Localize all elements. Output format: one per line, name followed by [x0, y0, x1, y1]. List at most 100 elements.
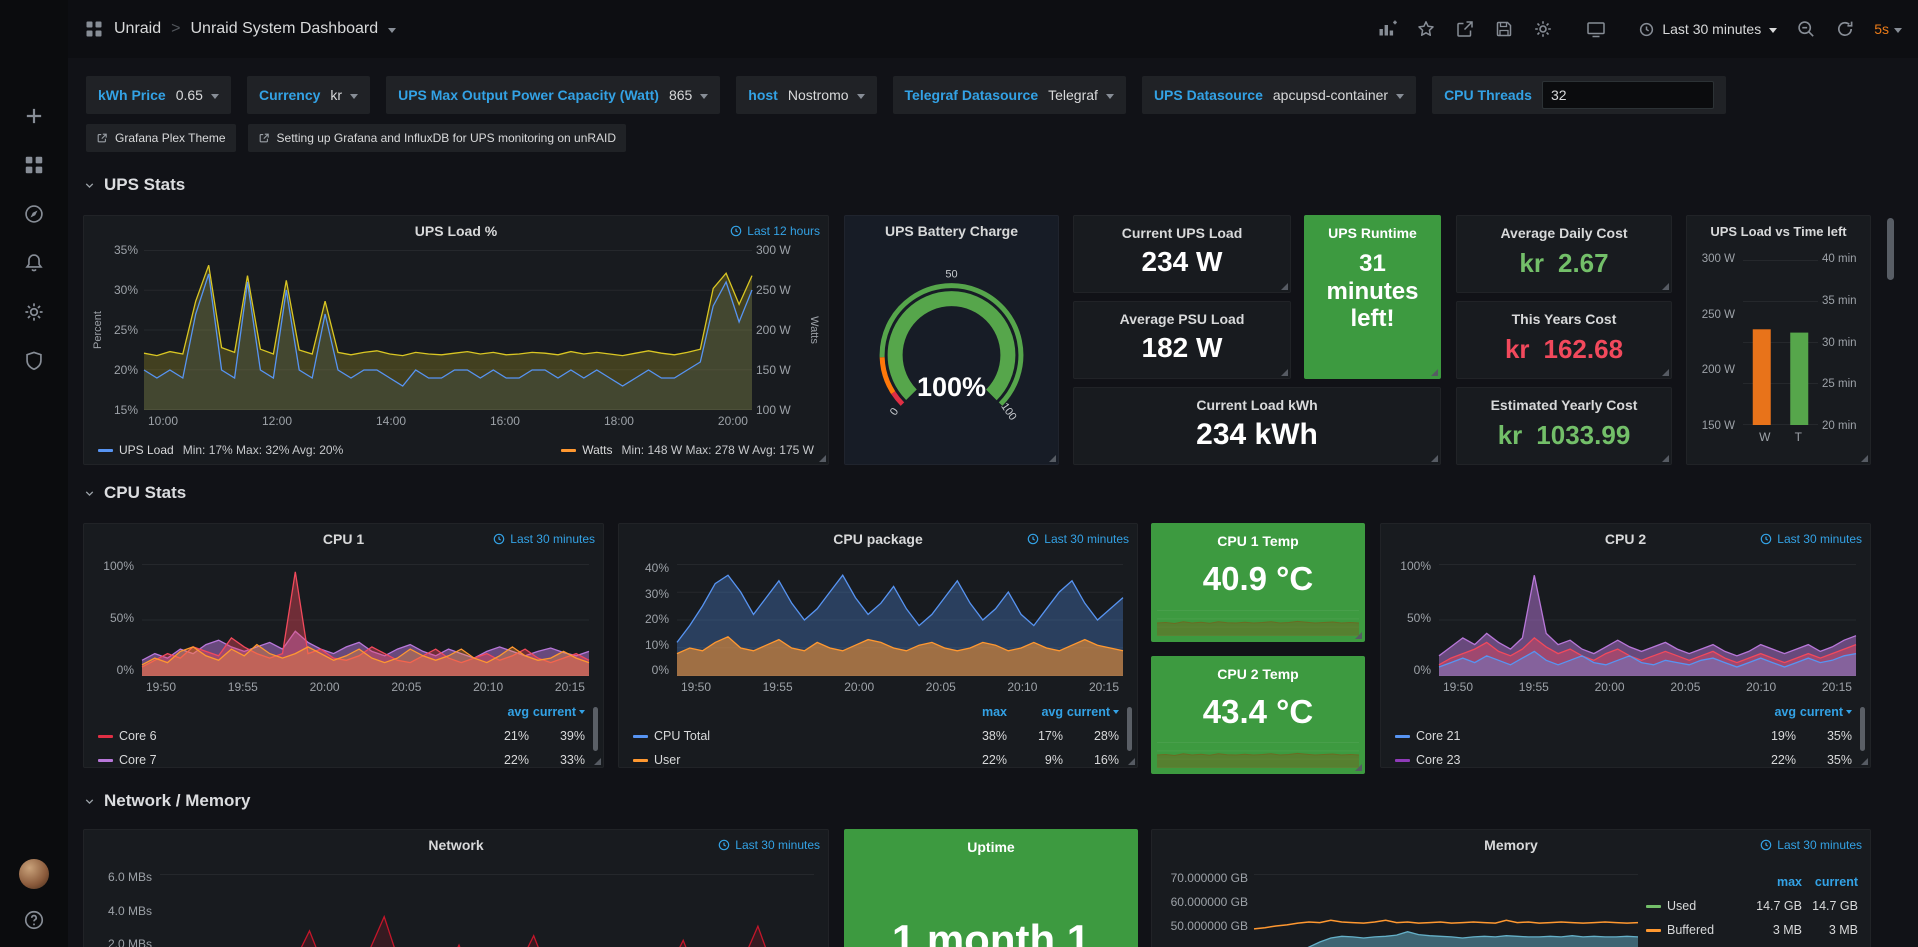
stat-value: 234 kWh	[1074, 418, 1440, 452]
x-axis-labels: 19:5019:5520:0020:0520:1020:15	[677, 680, 1123, 694]
help-icon[interactable]	[23, 909, 45, 931]
legend-table: avgcurrent Core 621%39% Core 722%33%	[98, 700, 585, 772]
breadcrumb-page-title[interactable]: Unraid System Dashboard	[190, 20, 378, 38]
currency-unit: kr	[1505, 334, 1530, 365]
share-icon[interactable]	[1455, 19, 1475, 39]
series-color-marker	[98, 735, 113, 738]
sidebar-bottom	[19, 859, 49, 931]
cpu-threads-input[interactable]	[1542, 81, 1714, 109]
time-range-tag[interactable]: Last 12 hours	[730, 216, 820, 246]
ups-bars-chart[interactable]	[1743, 260, 1818, 425]
create-plus-icon[interactable]	[23, 105, 45, 127]
cpu1-chart[interactable]	[142, 564, 589, 676]
link-ups-monitoring-guide[interactable]: Setting up Grafana and InfluxDB for UPS …	[248, 124, 627, 152]
series-color-marker	[633, 735, 648, 738]
variable-value-dropdown[interactable]: Telegraf	[1048, 87, 1114, 103]
legend-item[interactable]: WattsMin: 148 W Max: 278 W Avg: 175 W	[561, 443, 814, 457]
legend-col-avg[interactable]: avg	[473, 705, 529, 719]
series-color-marker	[1395, 735, 1410, 738]
legend-col-max[interactable]: max	[951, 705, 1007, 719]
time-range-tag[interactable]: Last 30 minutes	[1760, 524, 1862, 554]
legend-col-current[interactable]: current	[1802, 875, 1858, 889]
legend-header: avgcurrent	[98, 700, 585, 724]
y-axis-labels-left: 6.0 MBs4.0 MBs2.0 MBs	[94, 870, 152, 947]
panel-header[interactable]: UPS Battery Charge	[845, 216, 1058, 246]
legend-header: avgcurrent	[1395, 700, 1852, 724]
top-navbar: Unraid > Unraid System Dashboard Last 30…	[68, 0, 1918, 58]
dashboard-grid-icon[interactable]	[84, 19, 104, 39]
section-ups-stats[interactable]: UPS Stats	[83, 175, 185, 195]
panel-header[interactable]: UPS Load % Last 12 hours	[84, 216, 828, 246]
gauge-value: 100%	[845, 372, 1058, 403]
legend-item[interactable]: UPS LoadMin: 17% Max: 32% Avg: 20%	[98, 443, 343, 457]
star-icon[interactable]	[1416, 19, 1436, 39]
section-cpu-stats[interactable]: CPU Stats	[83, 483, 186, 503]
panel-header[interactable]: Network Last 30 minutes	[84, 830, 828, 860]
configuration-gear-icon[interactable]	[23, 301, 45, 323]
explore-compass-icon[interactable]	[23, 203, 45, 225]
legend-row: Core 2119%35%	[1395, 724, 1852, 748]
save-icon[interactable]	[1494, 19, 1514, 39]
legend-col-current[interactable]: current	[1796, 705, 1852, 719]
panel-header[interactable]: UPS Load vs Time left	[1687, 216, 1870, 246]
time-range-tag[interactable]: Last 30 minutes	[1027, 524, 1129, 554]
battery-gauge[interactable]: 050100	[853, 246, 1050, 434]
user-avatar[interactable]	[19, 859, 49, 889]
stat-value: 43.4 °C	[1152, 693, 1364, 731]
amount: 2.67	[1558, 248, 1609, 279]
legend-col-avg[interactable]: avg	[1740, 705, 1796, 719]
refresh-icon[interactable]	[1835, 19, 1855, 39]
add-panel-icon[interactable]	[1377, 19, 1397, 39]
tv-cycle-view-icon[interactable]	[1586, 19, 1606, 39]
panel-title: CPU 1	[323, 531, 364, 547]
legend-scrollbar[interactable]	[593, 707, 598, 751]
grafana-logo[interactable]	[17, 10, 51, 49]
breadcrumb: Unraid > Unraid System Dashboard	[84, 19, 396, 39]
panel-header[interactable]: CPU 1 Last 30 minutes	[84, 524, 603, 554]
panel-network: Network Last 30 minutes 6.0 MBs4.0 MBs2.…	[83, 829, 829, 947]
time-range-tag[interactable]: Last 30 minutes	[1760, 830, 1862, 860]
legend-col-avg[interactable]: avg	[1007, 705, 1063, 719]
dashboard-links-row: Grafana Plex Theme Setting up Grafana an…	[86, 124, 626, 152]
legend-scrollbar[interactable]	[1127, 707, 1132, 751]
panel-header[interactable]: Memory Last 30 minutes	[1152, 830, 1870, 860]
stat-value: 1 month 1	[845, 916, 1137, 947]
refresh-interval-label: 5s	[1874, 21, 1889, 37]
legend-col-current[interactable]: current	[529, 705, 585, 719]
y-axis-labels-left: 300 W250 W200 W150 W	[1691, 253, 1735, 432]
variable-value-dropdown[interactable]: Nostromo	[788, 87, 865, 103]
variable-value-dropdown[interactable]: kr	[330, 87, 358, 103]
variable-value-dropdown[interactable]: 0.65	[176, 87, 219, 103]
time-range-tag[interactable]: Last 30 minutes	[493, 524, 595, 554]
ups-load-chart[interactable]	[144, 250, 752, 410]
network-chart[interactable]	[160, 874, 814, 947]
time-range-picker[interactable]: Last 30 minutes	[1639, 21, 1777, 37]
time-range-tag[interactable]: Last 30 minutes	[718, 830, 820, 860]
link-grafana-plex-theme[interactable]: Grafana Plex Theme	[86, 124, 236, 152]
series-color-marker	[561, 449, 576, 452]
variable-currency: Currency kr	[247, 76, 370, 114]
memory-chart[interactable]	[1254, 874, 1638, 947]
alerting-bell-icon[interactable]	[23, 252, 45, 274]
dashboards-icon[interactable]	[23, 154, 45, 176]
chevron-down-icon[interactable]	[388, 28, 396, 37]
zoom-out-icon[interactable]	[1796, 19, 1816, 39]
settings-gear-icon[interactable]	[1533, 19, 1553, 39]
legend-col-current[interactable]: current	[1063, 705, 1119, 719]
panel-header[interactable]: CPU 2 Last 30 minutes	[1381, 524, 1870, 554]
cpu-package-chart[interactable]	[677, 564, 1123, 676]
section-network-memory[interactable]: Network / Memory	[83, 791, 250, 811]
cpu2-chart[interactable]	[1439, 564, 1856, 676]
variable-value-dropdown[interactable]: apcupsd-container	[1273, 87, 1404, 103]
refresh-interval-dropdown[interactable]: 5s	[1874, 21, 1902, 37]
legend-col-max[interactable]: max	[1746, 875, 1802, 889]
server-admin-shield-icon[interactable]	[23, 350, 45, 372]
legend-row: Buffered3 MB3 MB	[1646, 918, 1858, 942]
breadcrumb-section[interactable]: Unraid	[114, 20, 161, 38]
page-scrollbar-thumb[interactable]	[1887, 218, 1894, 280]
variable-ups-max-output: UPS Max Output Power Capacity (Watt) 865	[386, 76, 720, 114]
legend-scrollbar[interactable]	[1860, 707, 1865, 751]
panel-memory: Memory Last 30 minutes 70.000000 GB60.00…	[1151, 829, 1871, 947]
variable-value-dropdown[interactable]: 865	[669, 87, 708, 103]
panel-header[interactable]: CPU package Last 30 minutes	[619, 524, 1137, 554]
